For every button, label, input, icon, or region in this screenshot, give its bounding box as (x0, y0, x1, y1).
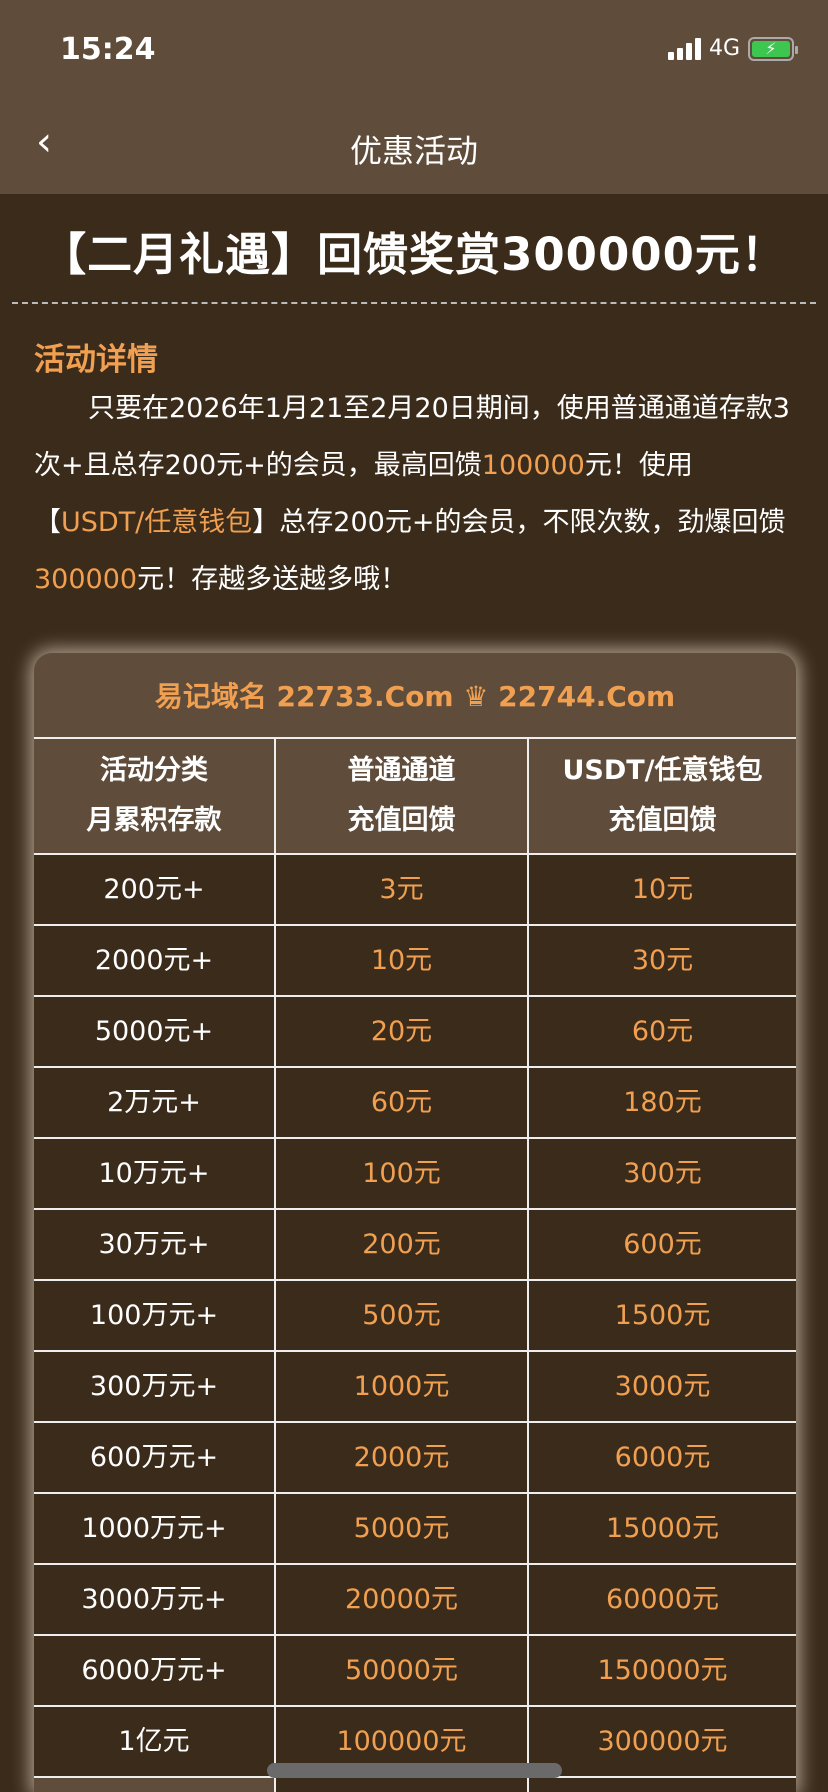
header-line: USDT/任意钱包 (562, 755, 763, 786)
table-body: 200元+ 3元 10元 2000元+ 10元 30元 5000元+ 20元 60元 2万元+ 60… (34, 855, 796, 1778)
reward-table: 易记域名 22733.Com ♛ 22744.Com 活动分类月累积存款 普通通… (34, 653, 796, 1792)
table-cell: 50000元 (276, 1636, 529, 1705)
table-cell: 10元 (631, 873, 694, 905)
table-cell: 20000元 (276, 1565, 529, 1634)
table-row: 3000万元+ 20000元 60000元 (34, 1565, 796, 1636)
activity-description: 只要在2026年1月21至2月20日期间，使用普通通道存款3次+且总存200元+… (34, 380, 796, 608)
table-row: 200元+ 3元 10元 (34, 855, 796, 926)
table-cell: 300000元 (597, 1725, 728, 1757)
table-row: 2万元+ 60元 180元 (34, 1068, 796, 1139)
table-cell: 10元 (276, 926, 529, 995)
table-row: 6000万元+ 50000元 150000元 (34, 1636, 796, 1707)
table-cell: 6000元 (614, 1441, 711, 1473)
header-line: 月累积存款 (86, 805, 222, 836)
table-cell: 30元 (631, 944, 694, 976)
table-cell: 1亿元 (34, 1707, 276, 1776)
table-cell: 100元 (276, 1139, 529, 1208)
dashed-divider (12, 302, 816, 304)
header-cell: 活动分类 月累积存款 (34, 739, 276, 853)
table-cell: 3元 (276, 855, 529, 924)
table-cell: 1500元 (614, 1299, 711, 1331)
table-cell: 5000元 (276, 1494, 529, 1563)
table-row: 2000元+ 10元 30元 (34, 926, 796, 997)
table-cell: 2万元+ (34, 1068, 276, 1137)
table-row: 1000万元+ 5000元 15000元 (34, 1494, 796, 1565)
highlight: 300000 (34, 564, 138, 595)
table-cell: 3000万元+ (34, 1565, 276, 1634)
table-cell: 1000万元+ (34, 1494, 276, 1563)
header-line: 充值回馈 (347, 805, 456, 836)
table-cell: 1000元 (276, 1352, 529, 1421)
table-cell: 2000元+ (34, 926, 276, 995)
battery-charging-icon: ⚡ (748, 36, 798, 61)
table-cell: 100万元+ (34, 1281, 276, 1350)
table-cell: 30万元+ (34, 1210, 276, 1279)
text: 元！使用【 (34, 450, 693, 538)
table-cell: 3000元 (614, 1370, 711, 1402)
table-row: 300万元+ 1000元 3000元 (34, 1352, 796, 1423)
table-cell: 5000元+ (34, 997, 276, 1066)
table-row: 5000元+ 20元 60元 (34, 997, 796, 1068)
domain-banner: 易记域名 22733.Com ♛ 22744.Com (34, 653, 796, 739)
header-cell: USDT/任意钱包 充值回馈 (529, 739, 796, 853)
header-cell: 普通通道 充值回馈 (276, 739, 529, 853)
table-cell: 180元 (623, 1086, 702, 1118)
table-header-row: 活动分类 月累积存款 普通通道 充值回馈 USDT/任意钱包 充值回馈 (34, 739, 796, 855)
table-cell: 15000元 (606, 1512, 719, 1544)
table-cell: 150000元 (597, 1654, 728, 1686)
text: 】总存200元+的会员，不限次数，劲爆回馈 (252, 507, 786, 538)
table-cell: 10万元+ (34, 1139, 276, 1208)
table-cell: 200元 (276, 1210, 529, 1279)
status-icons: 4G ⚡ (667, 36, 798, 61)
signal-icon (667, 37, 701, 60)
table-cell (276, 1778, 529, 1792)
table-row: 600万元+ 2000元 6000元 (34, 1423, 796, 1494)
table-cell: 6000万元+ (34, 1636, 276, 1705)
scroll-indicator[interactable] (267, 1763, 562, 1778)
table-cell: 20元 (276, 997, 529, 1066)
header-line: 活动分类 (100, 755, 208, 786)
promo-headline: 【二月礼遇】回馈奖赏300000元！ (41, 228, 787, 281)
table-cell: 600元 (623, 1228, 702, 1260)
highlight: 100000 (481, 450, 585, 481)
table-cell: 2000元 (276, 1423, 529, 1492)
table-row: 10万元+ 100元 300元 (34, 1139, 796, 1210)
text: 元！存越多送越多哦！ (137, 564, 408, 595)
table-cell (34, 1778, 276, 1792)
header-line: 普通通道 (347, 755, 456, 786)
status-time: 15:24 (60, 32, 156, 67)
table-cell: 300万元+ (34, 1352, 276, 1421)
table-cell: 300元 (623, 1157, 702, 1189)
highlight: USDT/任意钱包 (61, 507, 253, 538)
table-cell: 200元+ (34, 855, 276, 924)
back-chevron-icon[interactable]: ‹ (36, 119, 52, 165)
table-row: 30万元+ 200元 600元 (34, 1210, 796, 1281)
table-cell: 100000元 (276, 1707, 529, 1776)
table-cell (529, 1778, 796, 1792)
table-cell: 500元 (276, 1281, 529, 1350)
text: 只要在2026年1月21至2月20日期间，使用普通通道存款3次+且总存200元+… (34, 393, 790, 481)
table-cell: 600万元+ (34, 1423, 276, 1492)
page-title: 优惠活动 (349, 132, 478, 170)
header: 15:24 4G ⚡ ‹ 优惠活动 (0, 0, 828, 194)
header-line: 充值回馈 (608, 805, 717, 836)
table-row (34, 1778, 796, 1792)
network-label: 4G (708, 36, 740, 61)
section-title: 活动详情 (34, 342, 158, 378)
table-cell: 60元 (276, 1068, 529, 1137)
table-cell: 60000元 (606, 1583, 719, 1615)
table-cell: 60元 (631, 1015, 694, 1047)
table-row: 100万元+ 500元 1500元 (34, 1281, 796, 1352)
